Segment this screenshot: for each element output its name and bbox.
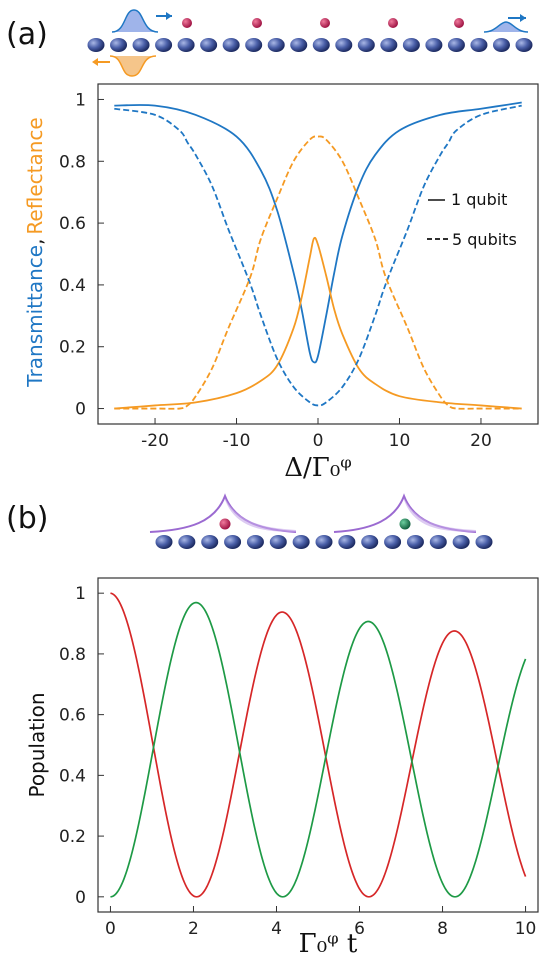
chain-atom-icon xyxy=(470,38,488,52)
qubit-excited-icon xyxy=(399,518,411,530)
chain-atom-icon xyxy=(447,38,465,52)
chain-atom-icon xyxy=(155,535,173,549)
chain-atom-icon xyxy=(429,535,447,549)
x-tick-label: -10 xyxy=(223,431,251,451)
plot-a-ylabel: Transmittance,Reflectance xyxy=(23,117,47,387)
x-tick-label: 20 xyxy=(470,431,492,451)
panel-b-schematic xyxy=(149,493,493,549)
x-tick-label: 4 xyxy=(271,919,282,939)
plot-b-ylabel: Population xyxy=(25,692,49,797)
chain-atom-icon xyxy=(110,38,128,52)
legend-solid-label: 1 qubit xyxy=(451,190,507,209)
x-tick-label: 0 xyxy=(313,431,324,451)
qubit-icon xyxy=(252,18,262,28)
population-green-line xyxy=(110,601,527,898)
y-tick-label: 0.2 xyxy=(59,827,86,847)
panel-a-label: (a) xyxy=(6,17,48,52)
chain-atom-icon xyxy=(515,38,533,52)
panel-a-schematic xyxy=(87,9,533,77)
chain-atom-icon xyxy=(357,38,375,52)
chain-atom-icon xyxy=(246,535,264,549)
reflected-wavepacket xyxy=(109,55,157,77)
chain-atom-icon xyxy=(312,38,330,52)
y-tick-label: 0 xyxy=(75,400,86,420)
y-tick-label: 0.4 xyxy=(59,276,86,296)
x-tick-label: 6 xyxy=(354,919,365,939)
y-tick-label: 1 xyxy=(75,584,86,604)
chain-atom-icon xyxy=(155,38,173,52)
reflectance-5-qubits-line xyxy=(114,135,522,410)
chain-atom-icon xyxy=(200,38,218,52)
x-tick-label: -20 xyxy=(141,431,169,451)
reflectance-1-qubit-line xyxy=(114,236,522,410)
chain-atom-icon xyxy=(290,38,308,52)
chain-atom-icon xyxy=(177,38,195,52)
plot-a-lines xyxy=(114,101,522,410)
x-tick-label: 10 xyxy=(515,919,537,939)
qubit-icon xyxy=(388,18,398,28)
qubit-icon xyxy=(454,18,464,28)
chain-atom-icon xyxy=(384,535,402,549)
chain-atom-icon xyxy=(338,535,356,549)
y-tick-label: 0.6 xyxy=(59,214,86,234)
qubit-icon xyxy=(182,18,192,28)
transmittance-5-qubits-line xyxy=(114,104,522,407)
y-tick-label: 1 xyxy=(75,90,86,110)
x-tick-label: 2 xyxy=(188,919,199,939)
chain-atom-icon xyxy=(452,535,470,549)
chain-atom-icon xyxy=(178,535,196,549)
chain-atom-icon xyxy=(222,38,240,52)
chain-atom-icon xyxy=(292,535,310,549)
chain-atom-icon xyxy=(132,38,150,52)
y-tick-label: 0.4 xyxy=(59,766,86,786)
plot-b-xlabel: Γ₀ᵠ t xyxy=(299,929,358,959)
plot-a-frame xyxy=(97,83,539,425)
chain-atom-icon xyxy=(245,38,263,52)
chain-atom-icon xyxy=(361,535,379,549)
plot-b-frame xyxy=(97,577,539,913)
transmittance-1-qubit-line xyxy=(114,101,522,364)
y-tick-label: 0.8 xyxy=(59,152,86,172)
chain-atom-icon xyxy=(87,38,105,52)
y-tick-label: 0.2 xyxy=(59,338,86,358)
chain-atom-icon xyxy=(267,38,285,52)
x-tick-label: 8 xyxy=(437,919,448,939)
chain-atom-icon xyxy=(269,535,287,549)
chain-atom-icon xyxy=(380,38,398,52)
x-tick-label: 10 xyxy=(389,431,411,451)
chain-atom-icon xyxy=(315,535,333,549)
atom-chain-b xyxy=(155,535,493,549)
chain-atom-icon xyxy=(475,535,493,549)
chain-atom-icon xyxy=(335,38,353,52)
plot-a-xlabel: Δ/Γ₀ᵠ xyxy=(284,453,351,483)
chain-atom-icon xyxy=(492,38,510,52)
x-tick-label: 0 xyxy=(105,919,116,939)
plot-a-legend: 1 qubit 5 qubits xyxy=(427,190,517,249)
chain-atom-icon xyxy=(425,38,443,52)
qubit-icon xyxy=(320,18,330,28)
y-tick-label: 0 xyxy=(75,888,86,908)
population-red-line xyxy=(110,592,527,898)
plot-b-lines xyxy=(110,592,527,898)
transmitted-wavepacket xyxy=(483,21,529,33)
plot-a-axes: -20 -10 0 10 20 0 0.2 0.4 0.6 0.8 1 xyxy=(59,90,492,451)
atom-chain-a xyxy=(87,38,533,52)
chain-atom-icon xyxy=(406,535,424,549)
legend-dashed-label: 5 qubits xyxy=(452,230,517,249)
qubit-icon xyxy=(219,518,231,530)
chain-atom-icon xyxy=(402,38,420,52)
panel-b-label: (b) xyxy=(6,501,48,536)
y-tick-label: 0.8 xyxy=(59,645,86,665)
plot-b-axes: 0 2 4 6 8 10 0 0.2 0.4 0.6 0.8 1 xyxy=(59,584,536,939)
y-tick-label: 0.6 xyxy=(59,706,86,726)
incident-wavepacket xyxy=(111,9,159,33)
chain-atom-icon xyxy=(224,535,242,549)
ylabel-reflectance: Reflectance xyxy=(23,117,47,234)
ylabel-transmittance: Transmittance xyxy=(23,245,47,388)
chain-atom-icon xyxy=(201,535,219,549)
